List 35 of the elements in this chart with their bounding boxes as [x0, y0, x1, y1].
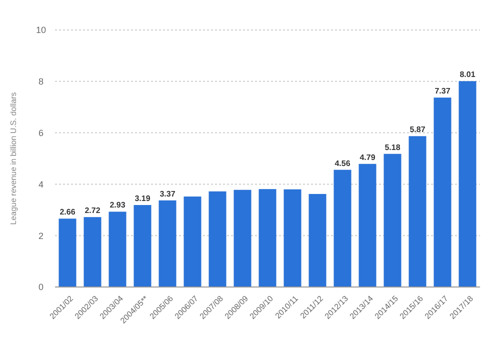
data-label: 5.87	[410, 125, 426, 134]
data-label: 8.01	[460, 70, 476, 80]
bar	[158, 200, 176, 287]
data-label: 3.19	[134, 194, 151, 204]
bar	[108, 212, 126, 287]
y-tick-label: 10	[36, 25, 46, 36]
y-tick-label: 2	[38, 230, 44, 241]
bar	[208, 191, 226, 287]
bar	[58, 218, 76, 287]
bar	[284, 189, 302, 287]
bar	[308, 194, 326, 287]
bar	[458, 81, 476, 287]
data-label: 2.93	[110, 200, 126, 210]
y-tick-label: 4	[38, 179, 44, 190]
bar	[408, 136, 426, 287]
bar	[234, 190, 252, 287]
data-label: 4.79	[360, 152, 376, 162]
data-label: 3.37	[160, 189, 176, 198]
bar	[258, 189, 276, 287]
y-tick-label: 0	[38, 282, 44, 292]
y-axis-title: League revenue in billion U.S. dollars	[9, 92, 18, 225]
data-label: 4.56	[334, 158, 351, 168]
bar	[384, 154, 402, 287]
y-tick-label: 8	[38, 76, 44, 87]
data-label: 5.18	[384, 142, 401, 152]
bar	[184, 196, 202, 287]
bar	[84, 217, 102, 287]
y-tick-label: 6	[38, 128, 44, 138]
data-label: 2.66	[60, 208, 76, 217]
data-label: 2.72	[84, 206, 101, 216]
bar	[434, 98, 452, 287]
bar	[334, 170, 352, 287]
bar	[134, 205, 152, 287]
bar	[358, 164, 376, 287]
data-label: 7.37	[434, 86, 451, 96]
